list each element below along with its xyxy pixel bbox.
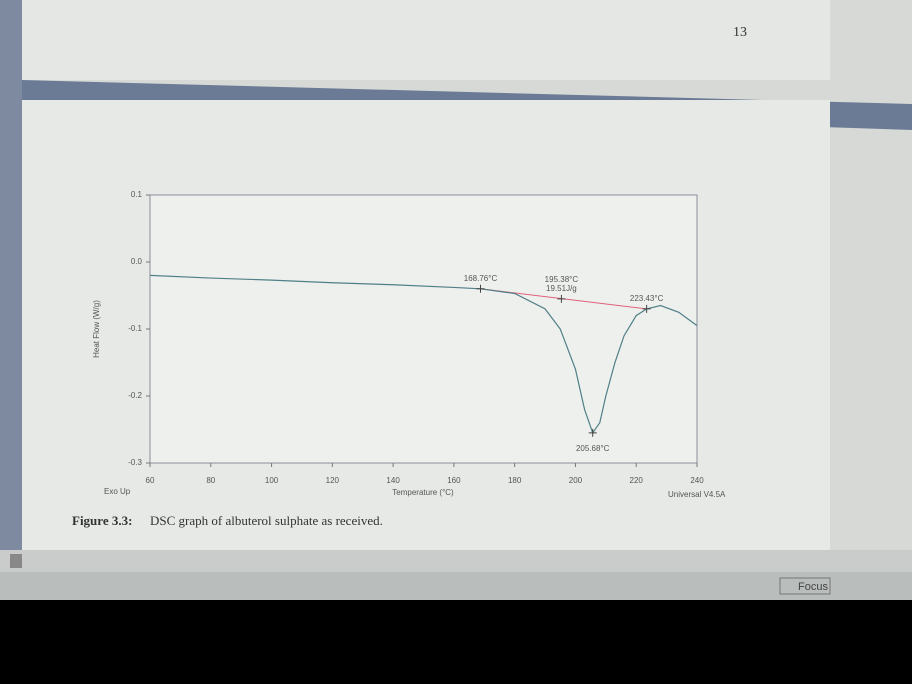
- software-version: Universal V4.5A: [668, 490, 726, 499]
- x-tick-label: 80: [206, 476, 215, 485]
- x-tick-label: 200: [569, 476, 583, 485]
- left-strip: [0, 0, 22, 570]
- annotation-marker: [557, 294, 566, 303]
- plot-area: [149, 194, 698, 464]
- annotation-label: 195.38°C: [545, 275, 579, 284]
- annotation-label: 205.68°C: [576, 444, 610, 453]
- caption-text: DSC graph of albuterol sulphate as recei…: [150, 513, 383, 528]
- annotation-marker: [642, 304, 651, 313]
- x-tick-label: 160: [447, 476, 461, 485]
- heat-flow-line: [149, 274, 698, 435]
- annotation-label: 19.51J/g: [546, 284, 577, 293]
- annotation-label: 168.76°C: [464, 274, 498, 283]
- page-top: [22, 0, 830, 80]
- x-tick-label: 180: [508, 476, 522, 485]
- focus-button[interactable]: [779, 577, 831, 595]
- y-tick-label: -0.2: [128, 391, 142, 400]
- annotation-marker: [476, 284, 485, 293]
- y-tick-label: -0.1: [128, 324, 142, 333]
- x-tick-label: 60: [146, 476, 155, 485]
- x-tick-label: 120: [326, 476, 340, 485]
- x-axis-label: Temperature (°C): [392, 488, 454, 497]
- x-tick-label: 220: [630, 476, 644, 485]
- y-tick-label: 0.0: [131, 257, 143, 266]
- page-number: 13: [733, 25, 747, 40]
- y-tick-label: 0.1: [131, 190, 143, 199]
- status-bar: [0, 572, 912, 600]
- y-tick-label: -0.3: [128, 458, 142, 467]
- annotation-marker: [588, 428, 597, 437]
- annotation-label: 223.43°C: [630, 294, 664, 303]
- x-tick-label: 140: [386, 476, 400, 485]
- exo-up: Exo Up: [104, 487, 131, 496]
- focus-label[interactable]: Focus: [798, 581, 828, 593]
- scrollbar: [0, 550, 912, 572]
- y-axis-label: Heat Flow (W/g): [92, 300, 101, 358]
- scroll-left-button[interactable]: [10, 554, 22, 568]
- caption-label: Figure 3.3:: [72, 513, 132, 528]
- x-tick-label: 240: [690, 476, 704, 485]
- x-tick-label: 100: [265, 476, 279, 485]
